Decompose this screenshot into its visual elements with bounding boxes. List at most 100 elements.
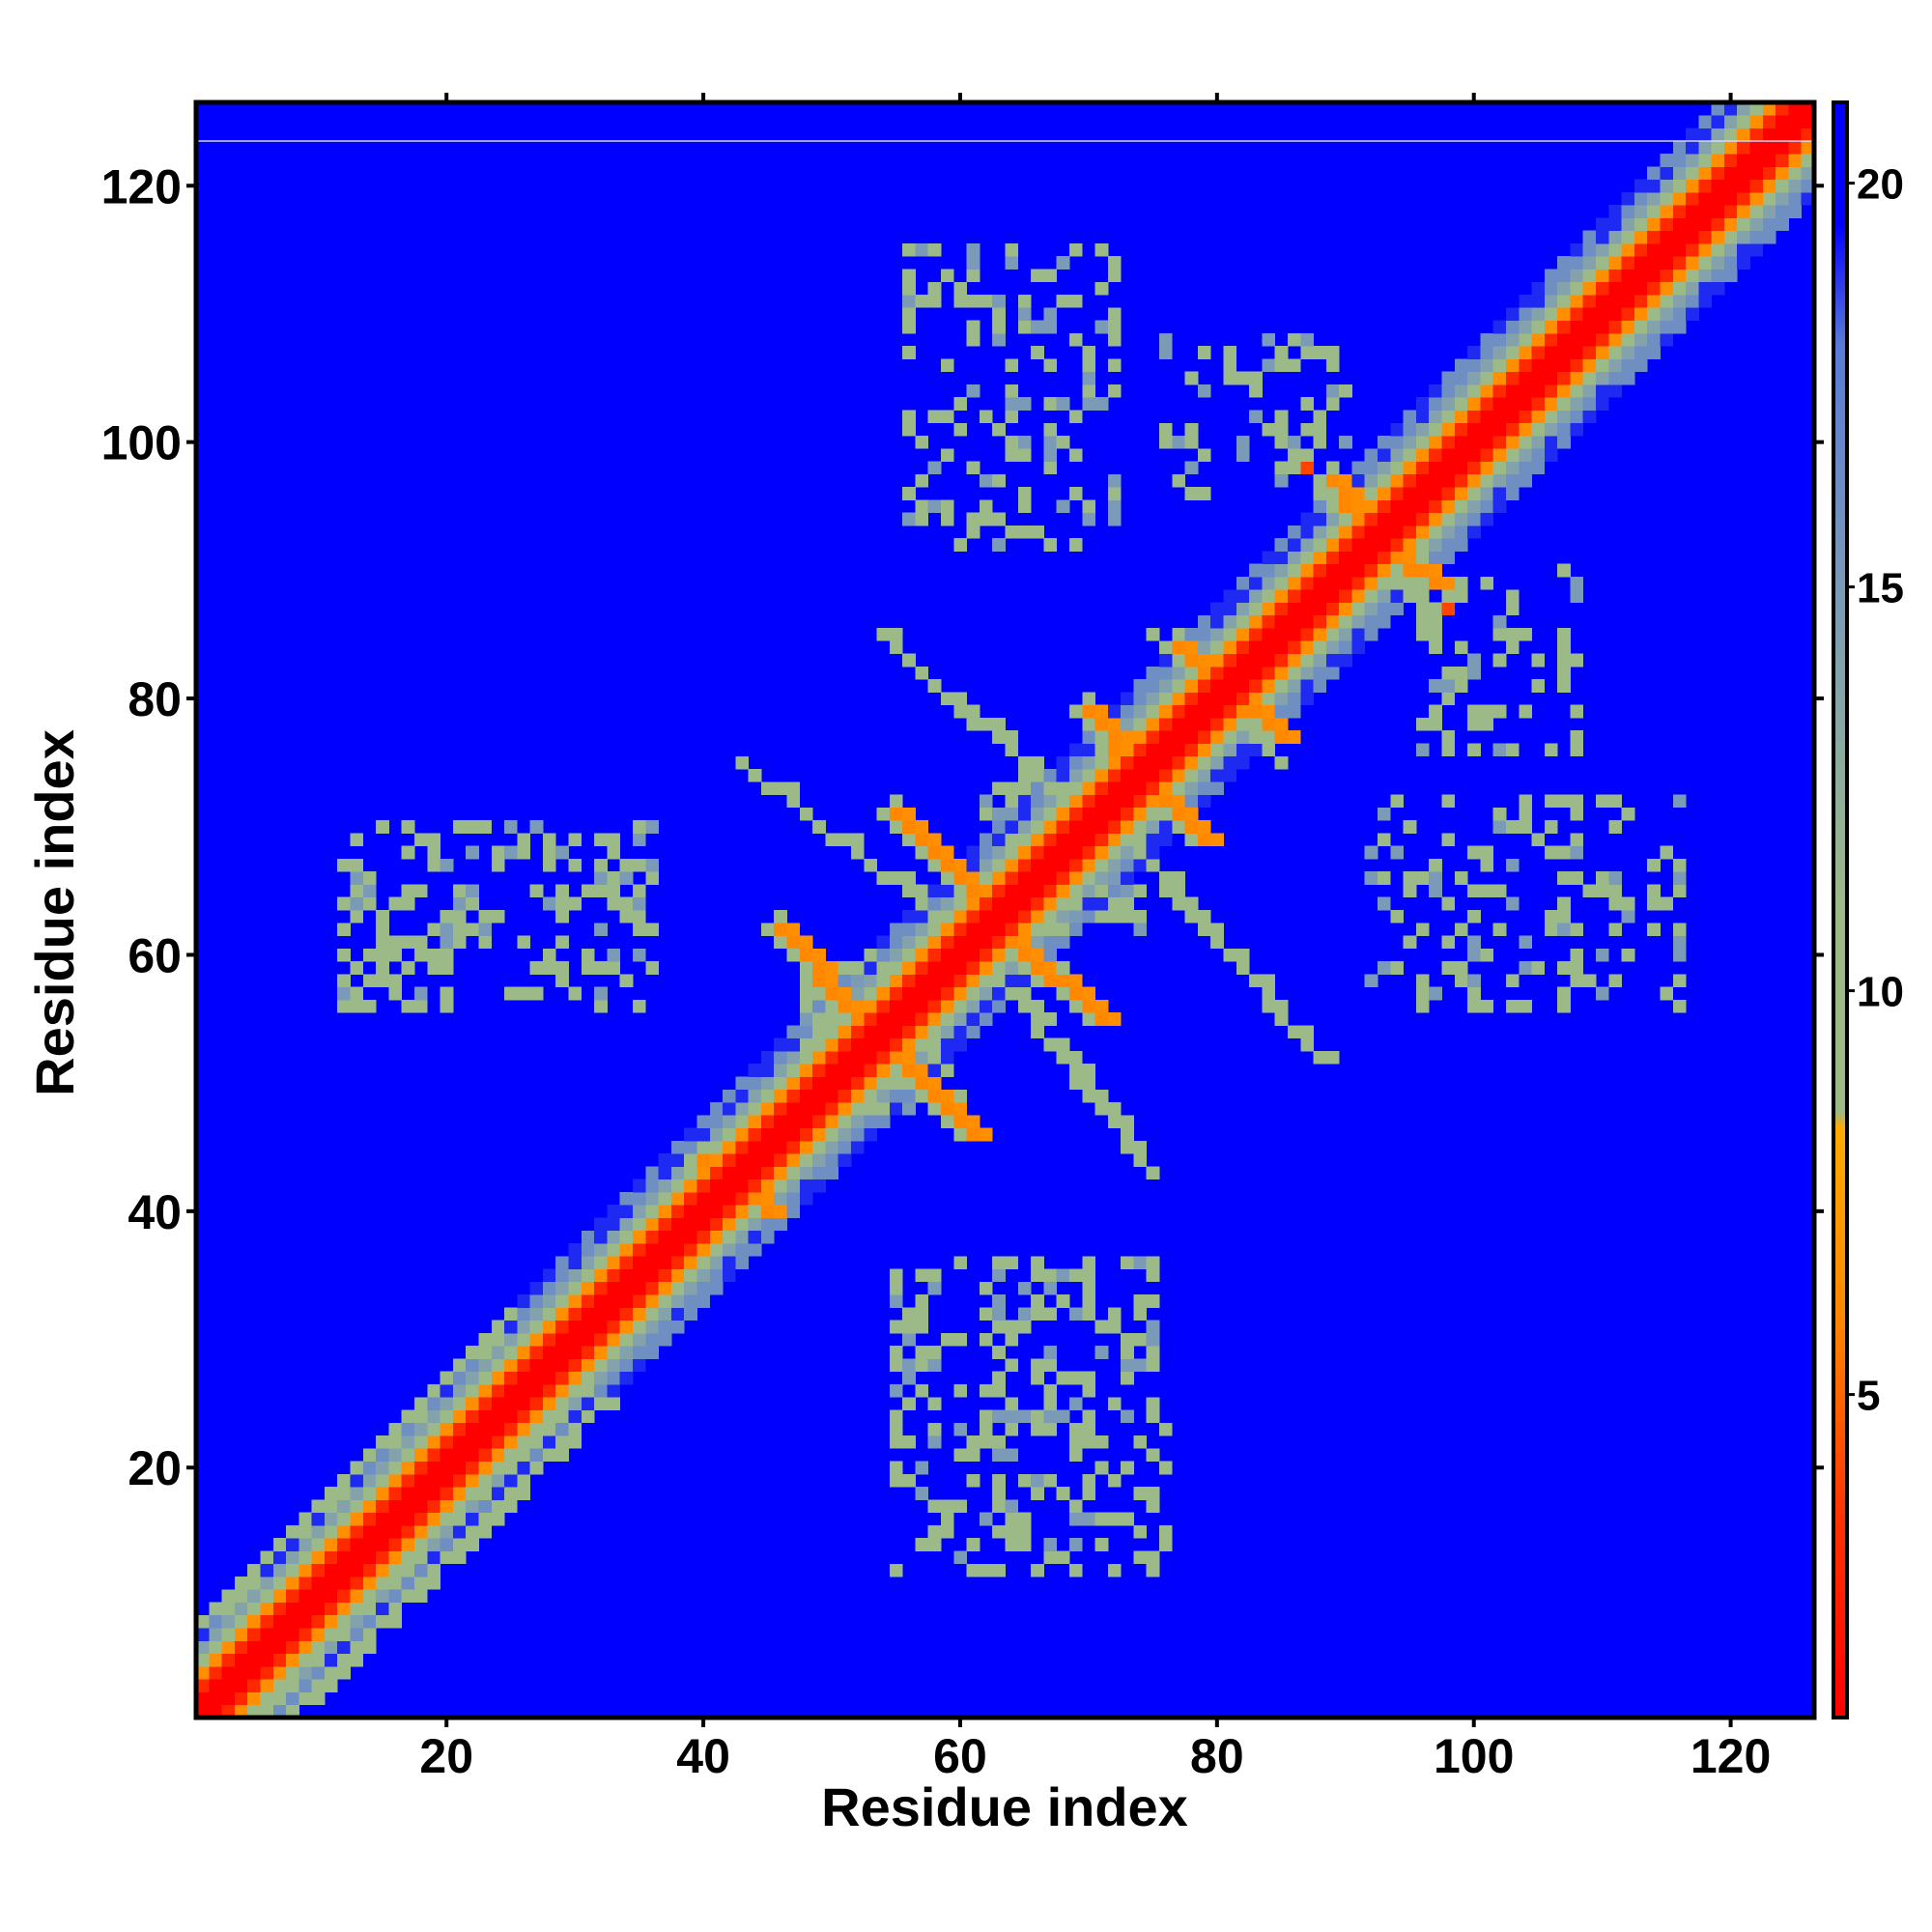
heatmap-cell xyxy=(992,1448,1006,1462)
heatmap-cell xyxy=(1723,154,1738,167)
heatmap-cell xyxy=(1634,217,1648,232)
heatmap-cell xyxy=(1776,179,1789,193)
heatmap-cell xyxy=(1351,628,1366,641)
heatmap-cell xyxy=(607,1217,621,1232)
heatmap-cell xyxy=(838,974,852,988)
heatmap-cell xyxy=(774,1217,787,1232)
heatmap-cell xyxy=(1031,910,1044,923)
heatmap-cell xyxy=(594,1217,608,1232)
heatmap-cell xyxy=(568,1358,582,1373)
heatmap-cell xyxy=(1210,755,1224,770)
heatmap-cell xyxy=(542,858,556,872)
heatmap-cell xyxy=(529,1320,544,1334)
heatmap-cell xyxy=(1557,410,1571,424)
heatmap-cell xyxy=(440,1487,454,1500)
heatmap-cell xyxy=(1492,410,1507,424)
heatmap-cell xyxy=(1017,948,1032,962)
heatmap-cell xyxy=(1313,487,1327,500)
heatmap-cell xyxy=(619,896,634,911)
heatmap-cell xyxy=(1480,397,1494,411)
heatmap-cell xyxy=(1519,448,1532,462)
heatmap-cell xyxy=(1172,730,1186,744)
heatmap-cell xyxy=(1351,602,1366,616)
heatmap-cell xyxy=(260,1665,274,1680)
heatmap-cell xyxy=(1197,755,1211,770)
heatmap-cell xyxy=(1300,614,1314,629)
heatmap-cell xyxy=(1313,473,1327,488)
heatmap-cell xyxy=(1467,653,1481,668)
heatmap-cell xyxy=(1325,397,1340,411)
heatmap-cell xyxy=(825,1076,839,1091)
colorbar-tick-label: 15 xyxy=(1857,565,1904,612)
heatmap-cell xyxy=(1197,704,1211,719)
heatmap-cell xyxy=(1557,999,1571,1013)
heatmap-cell xyxy=(1249,614,1263,629)
heatmap-cell xyxy=(1262,730,1276,744)
heatmap-cell xyxy=(1262,422,1276,437)
heatmap-cell xyxy=(760,1102,775,1116)
heatmap-cell xyxy=(260,1602,274,1616)
heatmap-cell xyxy=(1107,769,1122,782)
heatmap-cell xyxy=(311,1538,326,1551)
heatmap-cell xyxy=(696,1166,711,1180)
heatmap-cell xyxy=(1107,384,1122,398)
heatmap-cell xyxy=(825,1127,839,1142)
heatmap-cell xyxy=(825,1140,839,1154)
heatmap-cell xyxy=(1378,807,1391,821)
heatmap-cell xyxy=(1082,717,1095,731)
heatmap-cell xyxy=(298,1538,313,1551)
heatmap-cell xyxy=(864,1025,877,1039)
heatmap-cell xyxy=(1364,974,1378,988)
heatmap-cell xyxy=(992,923,1006,936)
heatmap-cell xyxy=(1082,499,1095,514)
heatmap-cell xyxy=(735,1127,750,1142)
heatmap-cell xyxy=(1300,602,1314,616)
heatmap-cell xyxy=(1094,769,1109,782)
heatmap-cell xyxy=(941,986,954,1001)
heatmap-cell xyxy=(1660,281,1674,296)
heatmap-cell xyxy=(1005,961,1019,975)
heatmap-cell xyxy=(1596,884,1609,898)
heatmap-cell xyxy=(812,1037,826,1052)
heatmap-cell xyxy=(1441,525,1456,539)
heatmap-cell xyxy=(1570,281,1584,296)
heatmap-cell xyxy=(1159,436,1173,449)
heatmap-cell xyxy=(324,1602,338,1616)
heatmap-cell xyxy=(1236,717,1250,731)
heatmap-cell xyxy=(1749,140,1764,155)
heatmap-cell xyxy=(1107,781,1122,795)
heatmap-cell xyxy=(992,1320,1006,1334)
heatmap-cell xyxy=(376,1614,389,1629)
heatmap-cell xyxy=(1043,1307,1058,1321)
heatmap-cell xyxy=(594,1243,608,1257)
heatmap-cell xyxy=(1390,576,1404,590)
heatmap-cell xyxy=(1313,499,1327,514)
heatmap-cell xyxy=(478,1512,493,1526)
heatmap-cell xyxy=(607,1243,621,1257)
heatmap-cell xyxy=(1068,1435,1083,1449)
heatmap-cell xyxy=(1005,730,1019,744)
heatmap-cell xyxy=(1492,448,1507,462)
heatmap-cell xyxy=(645,820,659,834)
heatmap-cell xyxy=(1647,295,1661,308)
heatmap-cell xyxy=(1788,191,1803,206)
heatmap-cell xyxy=(324,1550,338,1565)
heatmap-cell xyxy=(927,910,942,923)
heatmap-cell xyxy=(915,974,929,988)
heatmap-cell xyxy=(491,858,505,872)
heatmap-cell xyxy=(1467,704,1481,719)
heatmap-cell xyxy=(1159,346,1173,359)
heatmap-cell xyxy=(1441,371,1456,385)
heatmap-cell xyxy=(362,1550,377,1565)
heatmap-cell xyxy=(272,1538,287,1551)
heatmap-cell xyxy=(1660,332,1674,347)
heatmap-cell xyxy=(1107,1012,1122,1026)
heatmap-cell xyxy=(1634,307,1648,321)
heatmap-cell xyxy=(992,1435,1006,1449)
heatmap-cell xyxy=(1390,563,1404,578)
heatmap-cell xyxy=(1570,961,1584,975)
heatmap-cell xyxy=(1454,384,1468,398)
heatmap-cell xyxy=(915,999,929,1013)
heatmap-cell xyxy=(1492,653,1507,668)
heatmap-cell xyxy=(1236,730,1250,744)
